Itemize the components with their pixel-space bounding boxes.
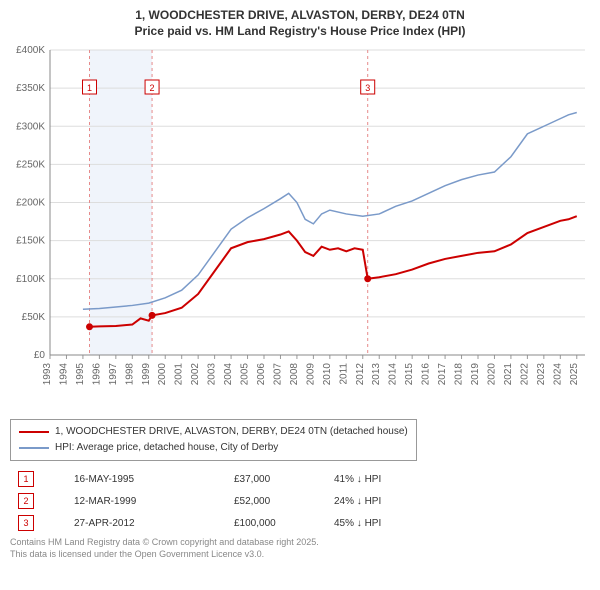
sale-date: 16-MAY-1995 [74, 474, 234, 485]
y-tick-label: £300K [16, 121, 45, 132]
x-tick-label: 2021 [503, 363, 514, 386]
sale-price: £52,000 [234, 496, 334, 507]
y-tick-label: £50K [22, 312, 46, 323]
x-tick-label: 1996 [91, 363, 102, 386]
y-tick-label: £350K [16, 83, 45, 94]
legend-label: 1, WOODCHESTER DRIVE, ALVASTON, DERBY, D… [55, 424, 408, 440]
x-tick-label: 2020 [486, 363, 497, 386]
x-tick-label: 1994 [58, 363, 69, 386]
sale-date: 12-MAR-1999 [74, 496, 234, 507]
sale-marker: 2 [18, 493, 34, 509]
chart-svg: £0 £50K £100K £150K £200K £250K £300K £350K £400… [10, 45, 590, 415]
sale-table: 1 16-MAY-1995£37,00041% ↓ HPI 2 12-MAR-1999… [10, 471, 590, 531]
x-tick-label: 2009 [305, 363, 316, 386]
sale-date: 27-APR-2012 [74, 518, 234, 529]
x-tick-label: 2001 [174, 363, 185, 386]
sale-price: £37,000 [234, 474, 334, 485]
x-tick-label: 2025 [569, 363, 580, 386]
x-tick-label: 2012 [355, 363, 366, 386]
y-tick-label: £250K [16, 160, 45, 171]
x-tick-label: 2003 [207, 363, 218, 386]
x-tick-label: 2006 [256, 363, 267, 386]
x-tick-label: 2017 [437, 363, 448, 386]
chart: £0 £50K £100K £150K £200K £250K £300K £350K £400… [10, 45, 590, 415]
page-container: 1, WOODCHESTER DRIVE, ALVASTON, DERBY, D… [0, 0, 600, 569]
x-tick-label: 2005 [240, 363, 251, 386]
y-tick-label: £100K [16, 274, 45, 285]
x-tick-label: 2008 [289, 363, 300, 386]
marker-number: 3 [365, 83, 370, 93]
x-tick-label: 2019 [470, 363, 481, 386]
series-hpi [83, 113, 577, 310]
x-tick-label: 1997 [108, 363, 119, 386]
x-tick-label: 2007 [272, 363, 283, 386]
sale-row: 3 27-APR-2012£100,00045% ↓ HPI [10, 515, 590, 531]
x-tick-label: 2015 [404, 363, 415, 386]
sale-dot [149, 312, 156, 319]
x-tick-label: 1998 [124, 363, 135, 386]
x-tick-label: 2024 [552, 363, 563, 386]
x-tick-label: 1993 [42, 363, 53, 386]
title-line-2: Price paid vs. HM Land Registry's House … [10, 24, 590, 40]
sale-delta: 24% ↓ HPI [334, 496, 454, 507]
x-tick-label: 1995 [75, 363, 86, 386]
legend-swatch [19, 447, 49, 449]
x-tick-label: 2023 [536, 363, 547, 386]
sale-delta: 41% ↓ HPI [334, 474, 454, 485]
y-tick-label: £150K [16, 236, 45, 247]
x-tick-label: 2004 [223, 363, 234, 386]
title-line-1: 1, WOODCHESTER DRIVE, ALVASTON, DERBY, D… [10, 8, 590, 24]
x-tick-label: 2010 [322, 363, 333, 386]
sale-dot [364, 275, 371, 282]
sale-price: £100,000 [234, 518, 334, 529]
footer-line-2: This data is licensed under the Open Gov… [10, 549, 590, 561]
sale-marker: 3 [18, 515, 34, 531]
x-tick-label: 2013 [371, 363, 382, 386]
marker-number: 2 [150, 83, 155, 93]
legend-row: HPI: Average price, detached house, City… [19, 440, 408, 456]
sale-delta: 45% ↓ HPI [334, 518, 454, 529]
x-tick-label: 2002 [190, 363, 201, 386]
series-property [90, 216, 577, 327]
x-tick-label: 2016 [421, 363, 432, 386]
x-tick-label: 2018 [454, 363, 465, 386]
legend-swatch [19, 431, 49, 433]
footer: Contains HM Land Registry data © Crown c… [10, 537, 590, 560]
sale-row: 2 12-MAR-1999£52,00024% ↓ HPI [10, 493, 590, 509]
chart-title: 1, WOODCHESTER DRIVE, ALVASTON, DERBY, D… [10, 8, 590, 39]
legend: 1, WOODCHESTER DRIVE, ALVASTON, DERBY, D… [10, 419, 417, 461]
sale-marker: 1 [18, 471, 34, 487]
footer-line-1: Contains HM Land Registry data © Crown c… [10, 537, 590, 549]
legend-row: 1, WOODCHESTER DRIVE, ALVASTON, DERBY, D… [19, 424, 408, 440]
sale-dot [86, 323, 93, 330]
sale-row: 1 16-MAY-1995£37,00041% ↓ HPI [10, 471, 590, 487]
y-tick-label: £0 [34, 350, 46, 361]
x-tick-label: 2022 [519, 363, 530, 386]
marker-number: 1 [87, 83, 92, 93]
y-tick-label: £200K [16, 198, 45, 209]
x-tick-label: 2011 [338, 363, 349, 385]
x-tick-label: 2014 [388, 363, 399, 386]
x-tick-label: 1999 [141, 363, 152, 386]
y-tick-label: £400K [16, 45, 45, 56]
x-tick-label: 2000 [157, 363, 168, 386]
legend-label: HPI: Average price, detached house, City… [55, 440, 278, 456]
